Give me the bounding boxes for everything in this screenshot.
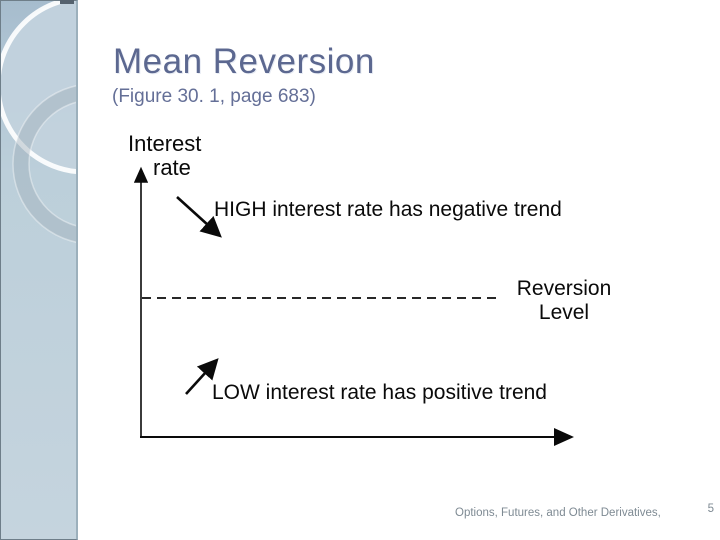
positive-trend-arrow (185, 358, 219, 395)
low-trend-label: LOW interest rate has positive trend (212, 381, 547, 404)
sidebar-circles-graphic (1, 1, 76, 243)
gray-ring-inner-edge (28, 101, 76, 227)
gray-ring-decoration (13, 85, 76, 243)
y-axis-label-line2: rate (153, 155, 191, 180)
footer-line1: Options, Futures, and Other Derivatives, (455, 507, 661, 519)
reversion-level-label-line1: Reversion (516, 277, 612, 300)
slide-title: Mean Reversion (113, 42, 375, 81)
high-trend-label: HIGH interest rate has negative trend (214, 198, 562, 221)
top-notch-decoration (60, 0, 74, 4)
y-axis-label-line1: Interest (128, 131, 202, 156)
gray-ring-outer-edge (12, 85, 76, 243)
copyright-footer: Options, Futures, and Other Derivatives,… (455, 481, 685, 540)
sidebar-decoration (0, 0, 78, 540)
slide-subtitle: (Figure 30. 1, page 683) (112, 86, 316, 107)
negative-trend-arrow (176, 196, 222, 238)
page-number: 5 (707, 503, 714, 515)
reversion-level-label: Reversion Level (498, 277, 630, 325)
circle-fill-decoration (1, 1, 76, 172)
reversion-level-label-line2: Level (538, 301, 590, 324)
